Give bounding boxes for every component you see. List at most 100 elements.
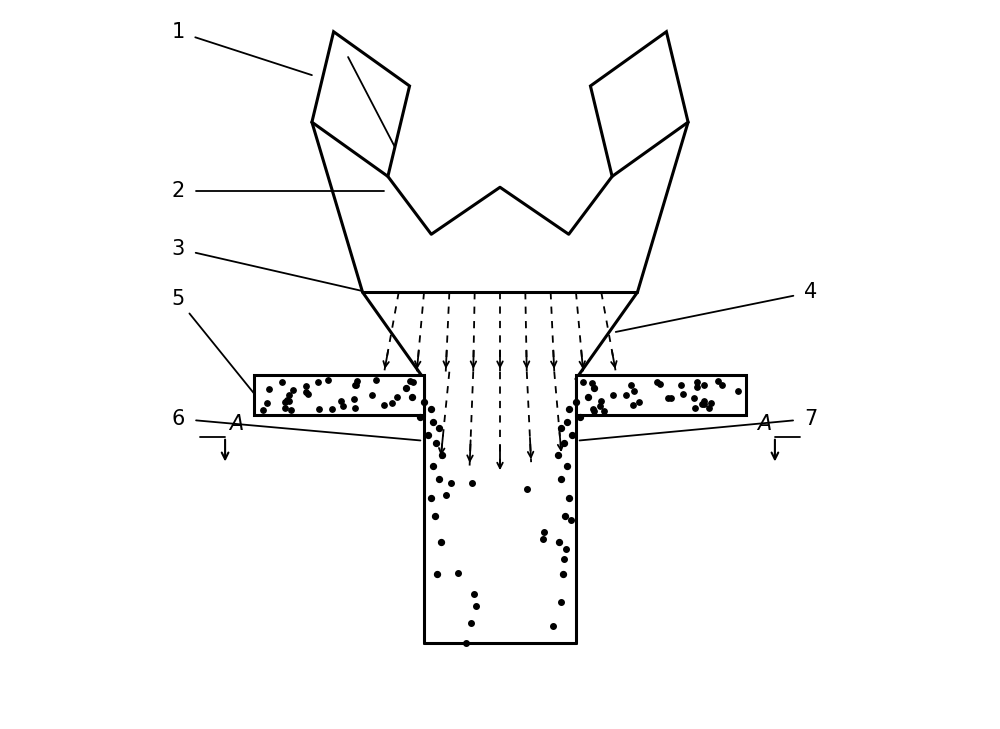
Text: 7: 7	[804, 409, 818, 429]
Point	[561, 493, 577, 504]
Point	[347, 379, 363, 391]
Point	[559, 460, 575, 472]
Point	[468, 600, 484, 612]
Point	[626, 385, 642, 397]
Point	[559, 416, 575, 428]
Point	[555, 569, 571, 580]
Point	[605, 389, 621, 401]
Point	[703, 397, 719, 409]
Text: 1: 1	[171, 22, 185, 42]
Point	[349, 375, 365, 387]
Point	[572, 410, 588, 422]
Point	[389, 391, 405, 403]
Point	[463, 617, 479, 629]
Point	[283, 404, 299, 416]
Point	[673, 379, 689, 391]
Text: 4: 4	[804, 282, 818, 302]
Point	[412, 410, 428, 422]
Point	[696, 379, 712, 391]
Point	[631, 397, 647, 408]
Point	[652, 378, 668, 389]
Point	[556, 553, 572, 564]
Point	[298, 381, 314, 392]
Bar	[576, 375, 746, 415]
Point	[553, 473, 569, 485]
Point	[261, 383, 277, 395]
Point	[464, 477, 480, 488]
Point	[431, 422, 447, 434]
Point	[649, 376, 665, 388]
Point	[420, 429, 436, 441]
Point	[277, 402, 293, 414]
Point	[298, 386, 314, 398]
Text: 6: 6	[171, 409, 185, 429]
Point	[376, 399, 392, 411]
Text: A: A	[757, 414, 771, 434]
Point	[687, 402, 703, 414]
Point	[586, 382, 602, 394]
Point	[466, 588, 482, 599]
Point	[431, 473, 447, 485]
Point	[545, 620, 561, 632]
Point	[433, 536, 449, 547]
Point	[335, 399, 351, 411]
Point	[438, 489, 454, 501]
Point	[701, 402, 717, 414]
Point	[398, 382, 414, 394]
Point	[324, 403, 340, 415]
Point	[585, 403, 601, 415]
Point	[425, 416, 441, 428]
Point	[730, 385, 746, 397]
Point	[333, 395, 349, 407]
Point	[623, 380, 639, 391]
Point	[423, 493, 439, 504]
Text: 5: 5	[171, 289, 185, 309]
Point	[425, 460, 441, 472]
Point	[663, 391, 679, 403]
Point	[311, 404, 327, 416]
Point	[404, 391, 420, 403]
Point	[710, 375, 726, 387]
Point	[686, 392, 702, 404]
Point	[416, 397, 432, 408]
Point	[259, 397, 275, 408]
Point	[694, 398, 710, 410]
Point	[279, 394, 295, 406]
Point	[660, 391, 676, 403]
Point	[320, 374, 336, 386]
Point	[255, 405, 271, 416]
Point	[593, 395, 609, 407]
Point	[592, 400, 608, 412]
Point	[689, 381, 705, 393]
Point	[568, 397, 584, 408]
Point	[586, 405, 602, 416]
Point	[553, 596, 569, 608]
Point	[584, 378, 600, 389]
Point	[346, 393, 362, 405]
Point	[384, 397, 400, 409]
Point	[285, 384, 301, 396]
Point	[580, 391, 596, 403]
Point	[625, 399, 641, 411]
Point	[368, 374, 384, 386]
Point	[429, 569, 445, 580]
Point	[300, 388, 316, 399]
Point	[550, 449, 566, 461]
Point	[696, 395, 712, 407]
Point	[536, 526, 552, 538]
Point	[281, 396, 297, 408]
Point	[428, 437, 444, 448]
Point	[689, 377, 705, 389]
Point	[551, 536, 567, 547]
Point	[405, 376, 421, 388]
Point	[423, 404, 439, 416]
Point	[556, 437, 572, 448]
Point	[427, 510, 443, 522]
Point	[519, 483, 535, 495]
Point	[696, 398, 712, 410]
Point	[277, 396, 293, 408]
Point	[450, 567, 466, 579]
Point	[553, 422, 569, 434]
Point	[618, 389, 634, 400]
Point	[596, 405, 612, 416]
